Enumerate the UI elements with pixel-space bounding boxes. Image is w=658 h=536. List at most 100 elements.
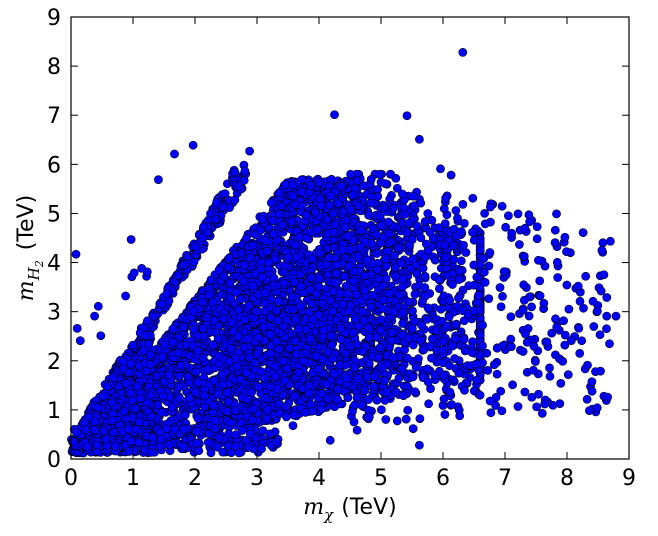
data-point: [440, 219, 450, 228]
data-point: [507, 342, 516, 351]
data-point: [534, 255, 543, 265]
data-point: [240, 166, 250, 176]
data-point: [209, 376, 219, 385]
data-point: [268, 229, 278, 239]
data-point: [587, 377, 597, 387]
data-point: [562, 247, 571, 256]
data-point: [248, 241, 258, 250]
data-point: [297, 175, 306, 185]
data-point: [384, 229, 394, 239]
data-point: [459, 335, 469, 344]
data-point: [232, 361, 242, 371]
data-point: [279, 356, 289, 366]
data-point: [330, 278, 340, 287]
data-point: [291, 253, 301, 262]
data-point: [504, 211, 513, 221]
data-point: [359, 181, 369, 191]
data-point: [377, 405, 386, 415]
data-point: [478, 341, 487, 351]
data-point: [398, 308, 408, 317]
data-point: [555, 399, 565, 408]
data-point: [404, 333, 414, 343]
data-point: [405, 240, 414, 250]
data-point: [290, 240, 300, 250]
data-point: [308, 406, 317, 416]
data-point: [475, 390, 485, 400]
data-point: [349, 276, 359, 286]
data-point: [322, 380, 332, 389]
data-point: [404, 218, 413, 228]
data-point: [552, 257, 562, 267]
data-point: [244, 301, 254, 310]
data-point: [364, 412, 374, 422]
data-point: [520, 387, 530, 397]
data-point: [463, 310, 473, 319]
data-point: [364, 359, 374, 368]
data-point: [175, 371, 184, 381]
data-point: [366, 302, 375, 312]
data-point: [467, 348, 477, 357]
data-point: [364, 333, 374, 342]
data-point: [174, 382, 184, 392]
data-point: [173, 271, 183, 280]
data-point: [486, 408, 496, 418]
data-point: [346, 169, 355, 179]
data-point: [472, 272, 482, 282]
data-point: [394, 373, 404, 383]
data-point: [382, 388, 391, 397]
data-point: [273, 316, 283, 325]
data-point: [401, 414, 411, 424]
data-point: [430, 370, 440, 380]
data-point: [387, 335, 396, 345]
points-layer: [67, 48, 621, 458]
data-point: [208, 400, 218, 410]
data-point: [222, 407, 232, 416]
data-point: [403, 353, 412, 363]
data-point: [441, 253, 451, 262]
data-point: [507, 228, 517, 238]
data-point: [304, 388, 314, 398]
data-point: [434, 275, 444, 285]
data-point: [336, 323, 345, 333]
data-point: [364, 323, 374, 333]
data-point: [448, 280, 457, 289]
data-point: [559, 316, 568, 326]
data-point: [242, 233, 251, 243]
data-point: [167, 402, 177, 412]
data-point: [428, 234, 438, 243]
data-point: [374, 274, 383, 284]
data-point: [373, 192, 383, 201]
data-point: [366, 198, 376, 208]
data-point: [294, 367, 303, 377]
data-point: [440, 240, 450, 250]
data-point: [263, 405, 273, 414]
data-point: [480, 219, 490, 229]
data-point: [379, 203, 389, 213]
data-point: [217, 370, 227, 379]
data-point: [239, 277, 249, 287]
data-point: [577, 336, 587, 346]
data-point: [245, 352, 254, 362]
data-point: [297, 187, 307, 197]
data-point: [219, 314, 228, 324]
data-point: [246, 253, 255, 262]
data-point: [340, 223, 350, 233]
data-point: [589, 322, 599, 331]
data-point: [496, 302, 506, 312]
data-point: [160, 340, 170, 350]
data-point: [278, 220, 287, 230]
data-point: [364, 395, 373, 404]
data-point: [341, 281, 351, 291]
data-point: [362, 255, 372, 265]
data-point: [231, 406, 240, 415]
data-point: [415, 414, 425, 423]
data-point: [338, 300, 348, 309]
data-point: [423, 303, 433, 313]
data-point: [213, 389, 223, 399]
data-point: [535, 291, 545, 301]
data-point: [348, 190, 358, 200]
data-point: [373, 352, 383, 362]
data-point: [519, 252, 529, 261]
data-point: [266, 198, 276, 208]
data-point: [314, 310, 324, 320]
